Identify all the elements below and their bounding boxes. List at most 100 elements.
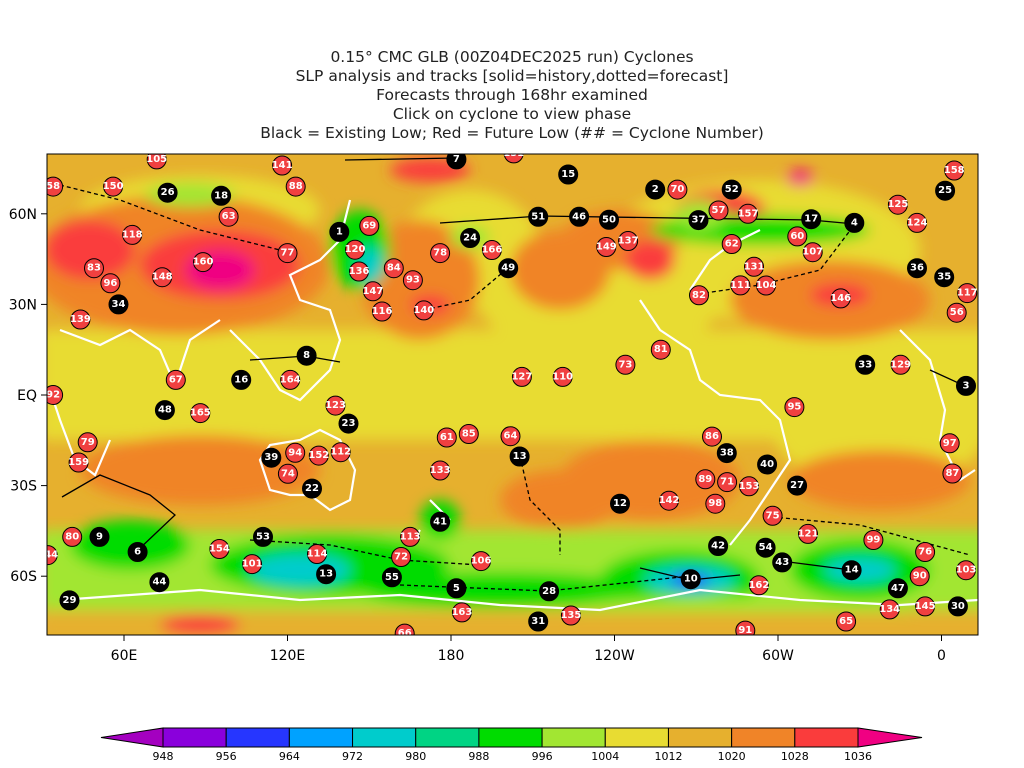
- cyclone-number[interactable]: 81: [654, 344, 668, 355]
- cyclone-marker-circle[interactable]: [730, 275, 751, 296]
- cyclone-marker-circle[interactable]: [735, 620, 756, 640]
- cyclone-marker-circle[interactable]: [391, 547, 412, 567]
- future-low-83[interactable]: 83: [84, 258, 104, 279]
- cyclone-marker-circle[interactable]: [909, 566, 930, 587]
- cyclone-marker-circle[interactable]: [887, 194, 908, 215]
- cyclone-marker-circle[interactable]: [830, 288, 851, 309]
- cyclone-marker-circle[interactable]: [915, 542, 936, 562]
- cyclone-marker-circle[interactable]: [757, 454, 778, 475]
- cyclone-marker-circle[interactable]: [689, 285, 709, 306]
- cyclone-marker-circle[interactable]: [68, 452, 89, 473]
- cyclone-number[interactable]: 5: [453, 583, 460, 594]
- cyclone-number[interactable]: 117: [957, 288, 978, 299]
- cyclone-marker-circle[interactable]: [539, 581, 560, 602]
- future-low-86[interactable]: 86: [702, 426, 722, 447]
- cyclone-marker-circle[interactable]: [316, 564, 337, 585]
- cyclone-number[interactable]: 49: [501, 263, 515, 274]
- cyclone-number[interactable]: 152: [308, 450, 329, 461]
- future-low-96[interactable]: 96: [100, 273, 121, 294]
- cyclone-number[interactable]: 96: [103, 278, 117, 289]
- cyclone-number[interactable]: 41: [433, 516, 447, 527]
- future-low-166[interactable]: 166: [481, 240, 502, 260]
- future-low-66[interactable]: 66: [394, 623, 415, 643]
- cyclone-number[interactable]: 94: [288, 447, 302, 458]
- cyclone-marker-circle[interactable]: [744, 256, 764, 277]
- cyclone-marker-circle[interactable]: [277, 463, 298, 484]
- existing-low-10[interactable]: 10: [680, 569, 701, 590]
- future-low-139[interactable]: 139: [70, 309, 91, 330]
- cyclone-number[interactable]: 79: [81, 437, 95, 448]
- cyclone-number[interactable]: 123: [325, 400, 346, 411]
- cyclone-number[interactable]: 105: [146, 154, 167, 165]
- cyclone-number[interactable]: 63: [222, 211, 236, 222]
- cyclone-marker-circle[interactable]: [296, 345, 317, 366]
- future-low-60[interactable]: 60: [787, 226, 808, 247]
- cyclone-number[interactable]: 13: [319, 569, 333, 580]
- cyclone-marker-circle[interactable]: [680, 569, 701, 590]
- existing-low-23[interactable]: 23: [338, 413, 359, 434]
- existing-low-24[interactable]: 24: [460, 228, 481, 248]
- cyclone-number[interactable]: 75: [766, 510, 780, 521]
- cyclone-marker-circle[interactable]: [772, 552, 793, 573]
- existing-low-54[interactable]: 54: [755, 537, 776, 558]
- cyclone-marker-circle[interactable]: [190, 403, 211, 424]
- cyclone-number[interactable]: 34: [112, 299, 126, 310]
- existing-low-50[interactable]: 50: [599, 209, 619, 230]
- cyclone-number[interactable]: 74: [281, 468, 295, 479]
- cyclone-marker-circle[interactable]: [801, 209, 822, 230]
- cyclone-number[interactable]: 18: [214, 190, 228, 201]
- future-low-110[interactable]: 110: [552, 366, 573, 387]
- existing-low-41[interactable]: 41: [430, 511, 451, 532]
- existing-low-2[interactable]: 2: [645, 179, 666, 200]
- future-low-136[interactable]: 136: [349, 261, 370, 282]
- future-low-133[interactable]: 133: [430, 460, 451, 481]
- cyclone-number[interactable]: 53: [256, 531, 270, 542]
- cyclone-number[interactable]: 124: [907, 217, 928, 228]
- cyclone-number[interactable]: 83: [87, 263, 101, 274]
- future-low-85[interactable]: 85: [458, 424, 479, 444]
- cyclone-number[interactable]: 13: [513, 451, 527, 462]
- cyclone-marker-circle[interactable]: [798, 523, 818, 544]
- future-low-147[interactable]: 147: [362, 281, 383, 302]
- cyclone-number[interactable]: 114: [307, 549, 328, 560]
- cyclone-number[interactable]: 142: [659, 495, 680, 506]
- future-low-146[interactable]: 146: [830, 288, 851, 309]
- cyclone-number[interactable]: 57: [712, 205, 726, 216]
- cyclone-number[interactable]: 43: [775, 557, 789, 568]
- cyclone-number[interactable]: 44: [152, 577, 166, 588]
- existing-low-27[interactable]: 27: [787, 475, 808, 496]
- cyclone-number[interactable]: 145: [915, 601, 936, 612]
- cyclone-number[interactable]: 52: [725, 184, 739, 195]
- cyclone-number[interactable]: 89: [698, 474, 712, 485]
- cyclone-number[interactable]: 37: [692, 215, 706, 226]
- cyclone-number[interactable]: 158: [944, 165, 965, 176]
- cyclone-marker-circle[interactable]: [500, 426, 521, 447]
- cyclone-number[interactable]: 106: [471, 556, 492, 567]
- cyclone-marker-circle[interactable]: [272, 155, 293, 176]
- future-low-158[interactable]: 158: [944, 160, 965, 181]
- cyclone-marker-circle[interactable]: [325, 395, 346, 416]
- cyclone-marker-circle[interactable]: [956, 560, 976, 581]
- cyclone-marker-circle[interactable]: [739, 476, 759, 497]
- cyclone-number[interactable]: 82: [692, 290, 706, 301]
- cyclone-number[interactable]: 50: [602, 214, 616, 225]
- future-low-144[interactable]: 144: [37, 545, 58, 566]
- cyclone-marker-circle[interactable]: [231, 369, 252, 390]
- cyclone-marker-circle[interactable]: [695, 469, 716, 490]
- cyclone-number[interactable]: 1: [336, 226, 343, 237]
- future-low-116[interactable]: 116: [372, 301, 393, 322]
- cyclone-number[interactable]: 110: [552, 371, 573, 382]
- cyclone-number[interactable]: 104: [756, 280, 777, 291]
- cyclone-number[interactable]: 97: [943, 438, 957, 449]
- cyclone-number[interactable]: 87: [945, 468, 959, 479]
- cyclone-number[interactable]: 151: [503, 148, 524, 159]
- cyclone-number[interactable]: 3: [963, 380, 970, 391]
- cyclone-number[interactable]: 72: [394, 552, 408, 563]
- cyclone-number[interactable]: 86: [705, 431, 719, 442]
- cyclone-marker-circle[interactable]: [338, 413, 359, 434]
- existing-low-14[interactable]: 14: [841, 560, 862, 581]
- future-low-90[interactable]: 90: [909, 566, 930, 587]
- cyclone-marker-circle[interactable]: [349, 261, 369, 282]
- cyclone-marker-circle[interactable]: [528, 611, 549, 632]
- cyclone-marker-circle[interactable]: [359, 215, 380, 236]
